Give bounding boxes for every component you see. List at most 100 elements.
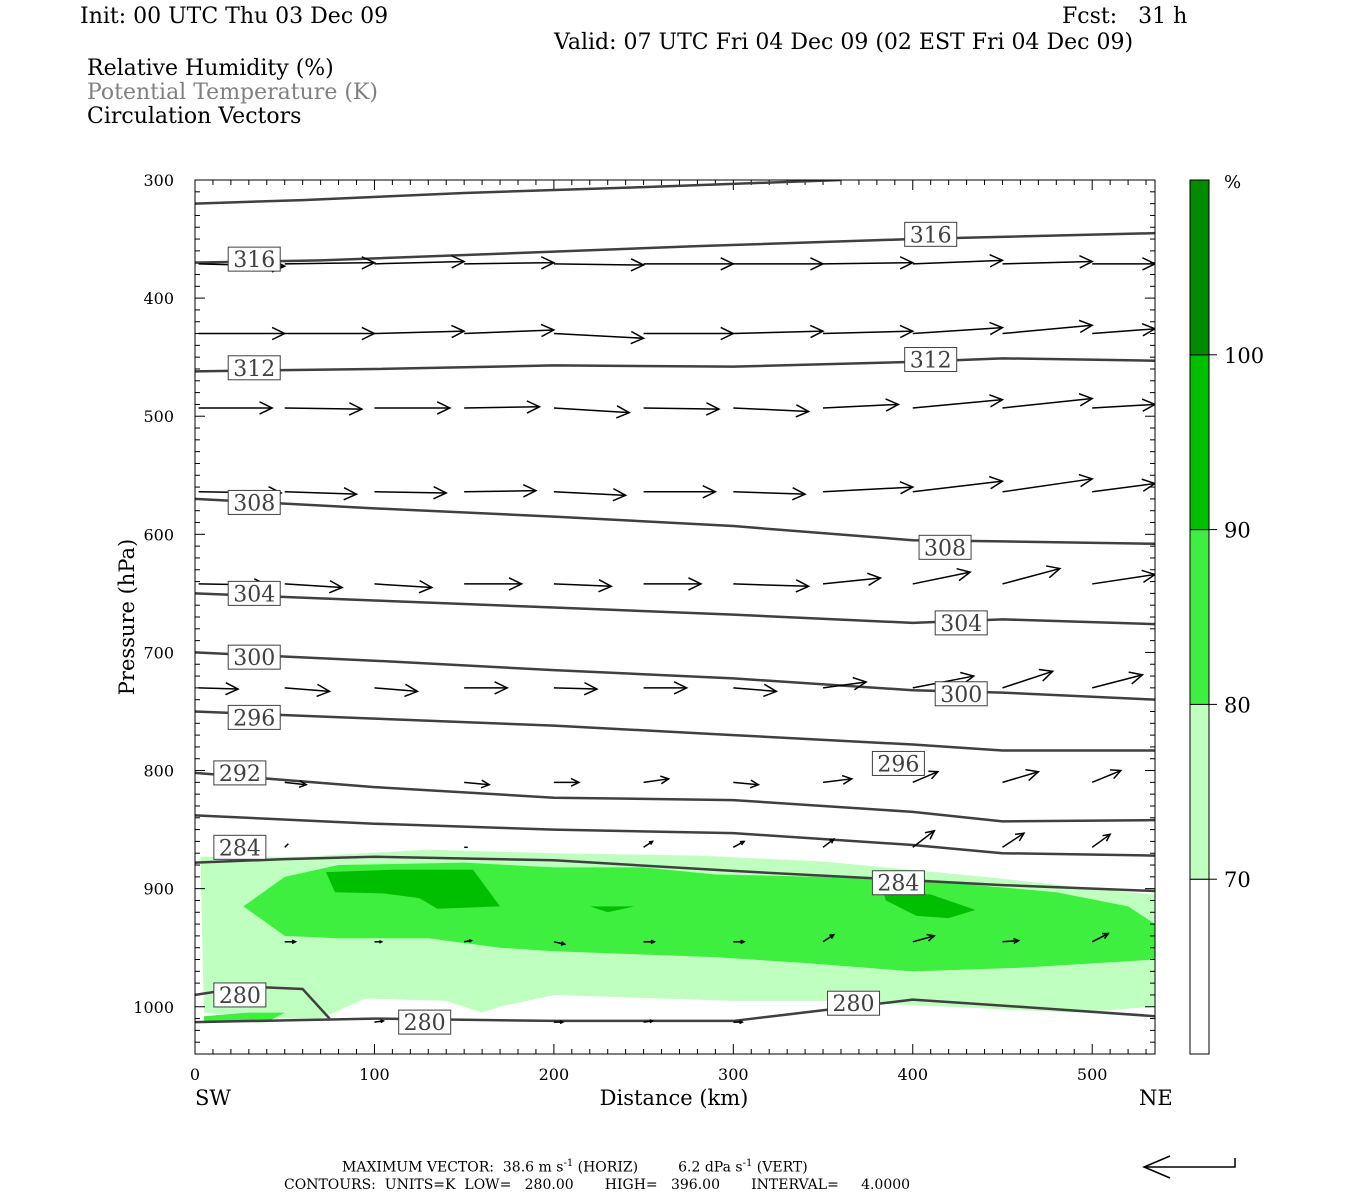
wind-vector bbox=[732, 840, 746, 848]
wind-vector bbox=[643, 840, 655, 848]
wind-vector bbox=[1092, 322, 1155, 337]
vector-head bbox=[380, 1019, 386, 1024]
wind-vector bbox=[823, 324, 915, 339]
vector-shaft bbox=[284, 491, 357, 495]
vector-shaft bbox=[553, 687, 597, 690]
vector-head bbox=[989, 321, 1005, 336]
vector-head bbox=[343, 487, 359, 501]
vector-head bbox=[867, 572, 883, 587]
vector-head bbox=[650, 939, 657, 945]
wind-vector bbox=[374, 324, 466, 339]
vector-shaft bbox=[823, 330, 913, 335]
contour-label-box bbox=[227, 489, 281, 515]
vector-shaft bbox=[553, 332, 644, 340]
x-tick-label: 300 bbox=[718, 1065, 749, 1084]
colorbar-label: 90 bbox=[1224, 519, 1251, 543]
vector-head bbox=[612, 487, 628, 502]
wind-vector bbox=[1091, 769, 1123, 784]
colorbar-unit: % bbox=[1224, 172, 1241, 193]
contour-label-box bbox=[227, 704, 281, 730]
contour-label: 316 bbox=[910, 223, 952, 248]
wind-vector bbox=[912, 321, 1005, 336]
contour-label: 280 bbox=[219, 984, 261, 1009]
vector-head bbox=[1141, 322, 1155, 337]
vector-shaft bbox=[464, 781, 490, 786]
vector-head bbox=[841, 774, 854, 785]
vector-shaft bbox=[464, 329, 554, 335]
wind-vector bbox=[374, 486, 448, 500]
vector-head bbox=[763, 683, 779, 698]
wind-vector bbox=[1091, 833, 1112, 848]
vector-shaft bbox=[733, 687, 777, 693]
vector-head bbox=[1110, 769, 1123, 780]
vector-shaft bbox=[822, 934, 835, 943]
wind-vector bbox=[198, 401, 274, 415]
contour-label: 280 bbox=[833, 992, 875, 1017]
theta-contour-316 bbox=[195, 231, 1155, 264]
wind-vector bbox=[1092, 257, 1155, 271]
wind-vector bbox=[553, 681, 599, 696]
wind-vector bbox=[374, 940, 384, 944]
x-tick-label: 400 bbox=[897, 1065, 928, 1084]
vector-head bbox=[630, 258, 646, 272]
wind-vector bbox=[1002, 768, 1041, 784]
x-tick-label: 200 bbox=[539, 1065, 570, 1084]
contour-label-box bbox=[871, 870, 925, 896]
rh-region-90 bbox=[589, 906, 635, 913]
wind-vector bbox=[1002, 255, 1094, 269]
vector-shaft bbox=[464, 406, 540, 409]
axis-labels: 0 100 200 300 400 500 300 400 500 600 700 800 900 100… bbox=[115, 171, 1173, 1110]
vector-head bbox=[559, 1020, 565, 1025]
wind-vector bbox=[374, 255, 466, 269]
wind-vector bbox=[912, 829, 936, 848]
vector-shaft bbox=[1002, 478, 1093, 493]
vector-shaft bbox=[733, 330, 824, 335]
vector-head bbox=[418, 579, 434, 594]
wind-vector bbox=[284, 579, 344, 594]
wind-vector bbox=[823, 398, 901, 412]
vector-shaft bbox=[1002, 939, 1019, 943]
theta-contour-308 bbox=[195, 497, 1155, 546]
colorbar-segment bbox=[1189, 354, 1210, 531]
vector-shaft bbox=[1002, 567, 1061, 585]
vector-head bbox=[361, 256, 377, 270]
contour-label-box bbox=[213, 834, 267, 860]
vector-head bbox=[809, 324, 825, 339]
vector-head bbox=[291, 939, 298, 945]
wind-vector bbox=[1002, 473, 1094, 493]
contour-label: 312 bbox=[910, 349, 952, 374]
vector-head bbox=[660, 775, 671, 785]
vector-head bbox=[829, 933, 836, 939]
vector-head bbox=[583, 681, 599, 696]
wind-vector bbox=[553, 1020, 565, 1025]
vector-shaft bbox=[374, 330, 465, 335]
vector-shaft bbox=[374, 583, 432, 589]
vector-shaft bbox=[732, 840, 745, 848]
y-tick-label: 500 bbox=[143, 407, 174, 426]
vector-shaft bbox=[1091, 769, 1122, 784]
wind-vector bbox=[643, 485, 718, 499]
vector-head bbox=[795, 404, 811, 418]
vector-head bbox=[702, 485, 718, 499]
wind-vector bbox=[643, 681, 689, 695]
vector-shaft bbox=[284, 781, 307, 786]
vector-head bbox=[1014, 832, 1026, 842]
vector-head bbox=[316, 683, 332, 698]
wind-vector bbox=[374, 683, 420, 698]
vector-head bbox=[956, 567, 972, 582]
wind-vector bbox=[733, 683, 779, 698]
wind-vector bbox=[643, 939, 657, 945]
colorbar: 70 80 90 100% bbox=[1189, 172, 1264, 1055]
contour-label: 308 bbox=[233, 491, 275, 516]
wind-vector bbox=[464, 577, 524, 591]
vector-head bbox=[630, 330, 646, 345]
wind-vector bbox=[822, 480, 915, 495]
wind-vector bbox=[733, 1020, 745, 1025]
vector-head bbox=[649, 1019, 655, 1024]
wind-vector bbox=[912, 394, 1005, 409]
wind-vector bbox=[464, 939, 474, 943]
vector-shaft bbox=[284, 843, 289, 848]
vector-shaft bbox=[553, 263, 644, 266]
contour-label: 300 bbox=[233, 646, 275, 671]
wind-vector bbox=[733, 257, 825, 271]
